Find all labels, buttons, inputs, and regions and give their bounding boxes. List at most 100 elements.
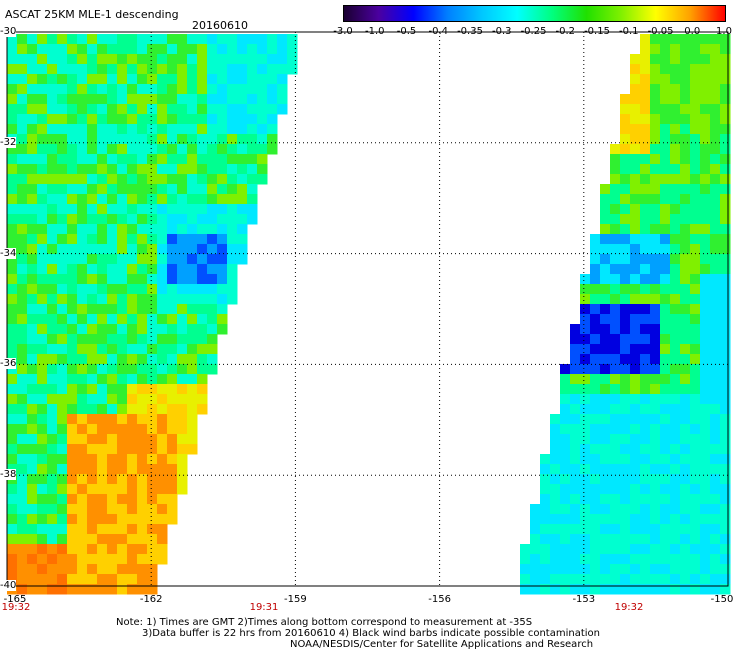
wind-cell bbox=[680, 344, 691, 355]
wind-cell bbox=[127, 364, 138, 375]
wind-cell bbox=[57, 464, 68, 475]
wind-cell bbox=[87, 414, 98, 425]
wind-cell bbox=[600, 354, 611, 365]
wind-cell bbox=[37, 334, 48, 345]
wind-cell bbox=[167, 84, 178, 95]
wind-cell bbox=[700, 244, 711, 255]
wind-cell bbox=[87, 64, 98, 75]
wind-cell bbox=[227, 194, 238, 205]
wind-cell bbox=[37, 474, 48, 485]
wind-cell bbox=[57, 304, 68, 315]
wind-cell bbox=[690, 464, 701, 475]
wind-cell bbox=[267, 134, 278, 145]
wind-cell bbox=[117, 64, 128, 75]
wind-cell bbox=[47, 114, 58, 125]
wind-cell bbox=[127, 154, 138, 165]
wind-cell bbox=[117, 554, 128, 565]
wind-cell bbox=[237, 124, 248, 135]
wind-cell bbox=[690, 194, 701, 205]
wind-cell bbox=[207, 34, 218, 45]
wind-cell bbox=[37, 224, 48, 235]
wind-cell bbox=[660, 134, 671, 145]
wind-cell bbox=[620, 454, 631, 465]
wind-cell bbox=[37, 464, 48, 475]
wind-cell bbox=[137, 414, 148, 425]
wind-cell bbox=[640, 324, 651, 335]
wind-cell bbox=[590, 244, 601, 255]
wind-cell bbox=[560, 544, 571, 555]
wind-cell bbox=[257, 54, 268, 65]
wind-cell bbox=[197, 294, 208, 305]
wind-cell bbox=[630, 224, 641, 235]
wind-cell bbox=[247, 74, 258, 85]
wind-cell bbox=[87, 154, 98, 165]
wind-cell bbox=[520, 554, 531, 565]
wind-cell bbox=[187, 64, 198, 75]
wind-cell bbox=[620, 174, 631, 185]
wind-cell bbox=[107, 404, 118, 415]
wind-cell bbox=[167, 214, 178, 225]
wind-cell bbox=[37, 364, 48, 375]
wind-cell bbox=[700, 64, 711, 75]
wind-cell bbox=[610, 254, 621, 265]
wind-cell bbox=[87, 494, 98, 505]
wind-cell bbox=[610, 174, 621, 185]
wind-cell bbox=[37, 354, 48, 365]
wind-cell bbox=[197, 254, 208, 265]
wind-cell bbox=[7, 424, 18, 435]
wind-cell bbox=[97, 184, 108, 195]
wind-cell bbox=[197, 354, 208, 365]
wind-cell bbox=[630, 484, 641, 495]
wind-cell bbox=[610, 514, 621, 525]
wind-cell bbox=[700, 124, 711, 135]
wind-cell bbox=[670, 74, 681, 85]
wind-cell bbox=[650, 354, 661, 365]
wind-cell bbox=[7, 74, 18, 85]
wind-cell bbox=[680, 114, 691, 125]
wind-cell bbox=[57, 424, 68, 435]
wind-cell bbox=[217, 34, 228, 45]
wind-cell bbox=[197, 124, 208, 135]
wind-cell bbox=[97, 544, 108, 555]
wind-cell bbox=[207, 274, 218, 285]
wind-cell bbox=[67, 314, 78, 325]
wind-cell bbox=[630, 164, 641, 175]
wind-cell bbox=[127, 574, 138, 585]
wind-cell bbox=[690, 74, 701, 85]
wind-cell bbox=[47, 154, 58, 165]
wind-cell bbox=[690, 314, 701, 325]
wind-cell bbox=[700, 164, 711, 175]
wind-cell bbox=[17, 34, 28, 45]
wind-cell bbox=[590, 444, 601, 455]
wind-cell bbox=[167, 314, 178, 325]
wind-cell bbox=[580, 394, 591, 405]
wind-cell bbox=[610, 324, 621, 335]
wind-cell bbox=[630, 584, 641, 595]
wind-cell bbox=[237, 44, 248, 55]
wind-cell bbox=[550, 494, 561, 505]
wind-cell bbox=[107, 104, 118, 115]
wind-cell bbox=[27, 214, 38, 225]
wind-cell bbox=[47, 564, 58, 575]
wind-cell bbox=[97, 504, 108, 515]
wind-cell bbox=[670, 34, 681, 45]
wind-cell bbox=[600, 214, 611, 225]
wind-cell bbox=[247, 184, 258, 195]
wind-cell bbox=[67, 324, 78, 335]
wind-cell bbox=[47, 374, 58, 385]
wind-cell bbox=[97, 174, 108, 185]
wind-cell bbox=[127, 544, 138, 555]
wind-cell bbox=[720, 274, 731, 285]
wind-cell bbox=[117, 404, 128, 415]
wind-cell bbox=[57, 584, 68, 595]
wind-cell bbox=[197, 304, 208, 315]
wind-cell bbox=[670, 394, 681, 405]
wind-cell bbox=[47, 424, 58, 435]
wind-cell bbox=[670, 404, 681, 415]
wind-cell bbox=[187, 244, 198, 255]
wind-cell bbox=[167, 204, 178, 215]
wind-cell bbox=[680, 64, 691, 75]
wind-cell bbox=[247, 54, 258, 65]
wind-cell bbox=[107, 554, 118, 565]
wind-cell bbox=[137, 164, 148, 175]
